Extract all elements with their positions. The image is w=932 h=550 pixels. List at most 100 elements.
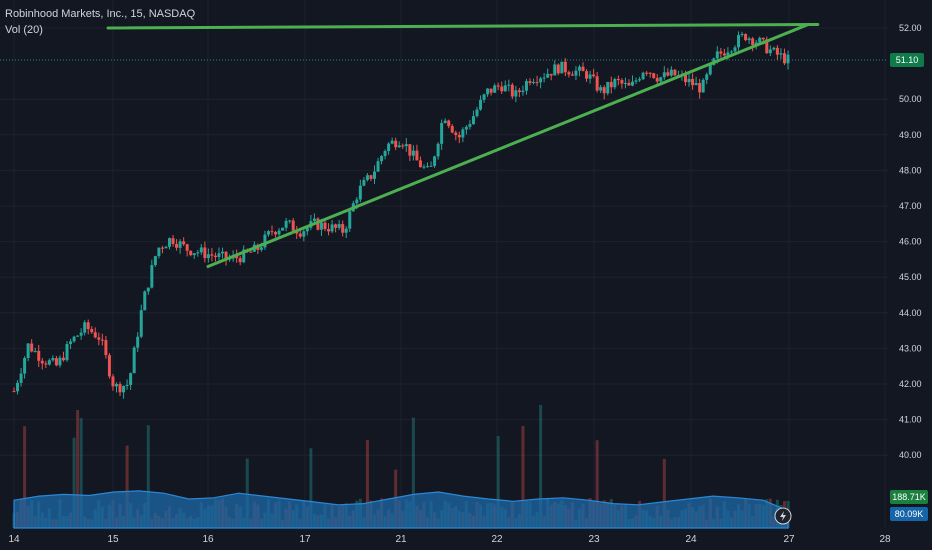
candle-body — [585, 71, 589, 79]
volume-indicator-label[interactable]: Vol (20) — [5, 24, 43, 36]
candle-body — [288, 220, 292, 222]
candle-body — [532, 82, 536, 84]
candle-body — [69, 341, 73, 345]
volume-bar — [365, 439, 369, 528]
candle-body — [549, 73, 553, 76]
candle-body — [493, 85, 497, 93]
symbol-title[interactable]: Robinhood Markets, Inc., 15, NASDAQ — [5, 8, 196, 20]
candle-body — [305, 227, 309, 232]
candle-body — [655, 77, 659, 82]
candle-body — [132, 347, 136, 374]
candle-body — [705, 74, 709, 80]
candle-body — [160, 247, 164, 249]
y-tick-label: 45.00 — [899, 272, 922, 282]
candle-body — [40, 360, 44, 364]
trendline-lower — [206, 22, 810, 269]
candle-body — [436, 143, 440, 157]
candle-body — [613, 79, 617, 88]
candle-body — [645, 72, 649, 74]
candle-body — [457, 135, 461, 138]
volume-bar — [23, 426, 27, 528]
candle-body — [12, 391, 16, 393]
chart-legend: Robinhood Markets, Inc., 15, NASDAQ Vol … — [5, 6, 195, 38]
candle-body — [125, 384, 129, 387]
candle-body — [507, 84, 511, 86]
candle-body — [733, 47, 737, 52]
candle-body — [546, 73, 550, 78]
candle-body — [30, 343, 34, 352]
volume-bar — [309, 448, 313, 528]
candle-body — [348, 211, 352, 229]
candle-body — [673, 69, 677, 76]
candle-body — [698, 83, 702, 93]
candle-body — [422, 166, 426, 168]
candle-body — [662, 72, 666, 78]
chart-grid — [0, 0, 888, 528]
candle-body — [143, 291, 147, 311]
candle-body — [751, 38, 755, 46]
candle-body — [238, 258, 242, 263]
candle-body — [454, 132, 458, 136]
candle-body — [185, 244, 189, 251]
candle-body — [277, 230, 281, 235]
candle-body — [362, 179, 366, 186]
candle-body — [634, 80, 638, 82]
candle-body — [775, 47, 779, 55]
candle-body — [581, 66, 585, 72]
candle-body — [496, 85, 500, 87]
candle-body — [90, 328, 94, 333]
candle-body — [111, 376, 115, 387]
candle-body — [708, 64, 712, 75]
candle-body — [772, 47, 776, 50]
candle-body — [224, 251, 228, 260]
candle-body — [542, 77, 546, 79]
candle-body — [694, 83, 698, 86]
candle-body — [761, 37, 765, 40]
candle-body — [47, 360, 51, 365]
candle-body — [464, 126, 468, 130]
candle-body — [570, 74, 574, 76]
candle-body — [153, 256, 157, 266]
candle-body — [312, 218, 316, 222]
price-axis[interactable]: 40.00 41.00 42.00 43.00 44.00 45.00 46.00 47.00… — [899, 23, 922, 460]
candle-body — [97, 337, 101, 340]
candle-body — [560, 61, 564, 74]
x-tick-label: 21 — [395, 534, 407, 545]
volume-badge-1 — [890, 490, 928, 504]
candle-body — [372, 171, 376, 179]
candle-body — [401, 145, 405, 147]
candle-body — [701, 79, 705, 93]
candle-body — [623, 82, 627, 84]
candle-body — [737, 34, 741, 48]
trendline-upper — [106, 22, 820, 30]
candle-body — [54, 358, 58, 366]
candle-body — [768, 49, 772, 54]
candle-body — [691, 78, 695, 86]
candle-body — [129, 373, 133, 385]
candle-body — [722, 53, 726, 56]
candle-body — [93, 332, 97, 338]
time-axis[interactable]: 14 15 16 17 21 22 23 24 27 28 — [8, 534, 891, 545]
x-tick-label: 22 — [491, 534, 503, 545]
candle-body — [19, 373, 23, 383]
candle-body — [510, 84, 514, 97]
candle-body — [415, 150, 419, 161]
candle-body — [539, 78, 543, 83]
candle-body — [404, 144, 408, 147]
candle-body — [630, 81, 634, 86]
candle-body — [150, 265, 154, 288]
candle-body — [249, 251, 253, 253]
x-tick-label: 16 — [202, 534, 214, 545]
candle-body — [168, 238, 172, 247]
candle-body — [666, 72, 670, 76]
candle-body — [535, 82, 539, 84]
axis-badges: 51.10 188.71K 80.09K — [0, 53, 928, 521]
go-to-realtime-button[interactable] — [774, 507, 792, 525]
candle-body — [567, 72, 571, 75]
candle-body — [729, 51, 733, 53]
x-tick-label: 15 — [107, 534, 119, 545]
candle-body — [786, 54, 790, 64]
candle-body — [337, 224, 341, 228]
y-tick-label: 49.00 — [899, 130, 922, 140]
